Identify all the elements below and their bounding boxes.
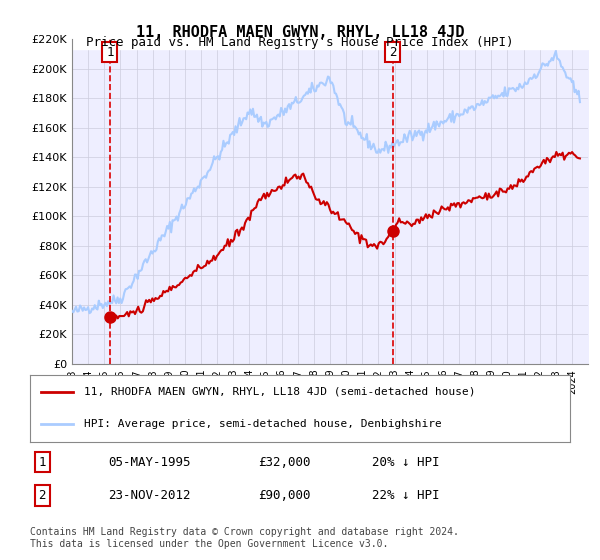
Text: 1: 1	[38, 455, 46, 469]
Text: £32,000: £32,000	[258, 455, 311, 469]
Text: Price paid vs. HM Land Registry's House Price Index (HPI): Price paid vs. HM Land Registry's House …	[86, 36, 514, 49]
Text: HPI: Average price, semi-detached house, Denbighshire: HPI: Average price, semi-detached house,…	[84, 418, 442, 428]
Text: 20% ↓ HPI: 20% ↓ HPI	[372, 455, 439, 469]
Text: 11, RHODFA MAEN GWYN, RHYL, LL18 4JD (semi-detached house): 11, RHODFA MAEN GWYN, RHYL, LL18 4JD (se…	[84, 387, 476, 397]
Text: 11, RHODFA MAEN GWYN, RHYL, LL18 4JD: 11, RHODFA MAEN GWYN, RHYL, LL18 4JD	[136, 25, 464, 40]
Text: 05-MAY-1995: 05-MAY-1995	[108, 455, 191, 469]
Text: 2: 2	[389, 46, 397, 59]
Text: 23-NOV-2012: 23-NOV-2012	[108, 489, 191, 502]
Text: Contains HM Land Registry data © Crown copyright and database right 2024.
This d: Contains HM Land Registry data © Crown c…	[30, 527, 459, 549]
Text: 22% ↓ HPI: 22% ↓ HPI	[372, 489, 439, 502]
Text: £90,000: £90,000	[258, 489, 311, 502]
Text: 2: 2	[38, 489, 46, 502]
Text: 1: 1	[106, 46, 113, 59]
